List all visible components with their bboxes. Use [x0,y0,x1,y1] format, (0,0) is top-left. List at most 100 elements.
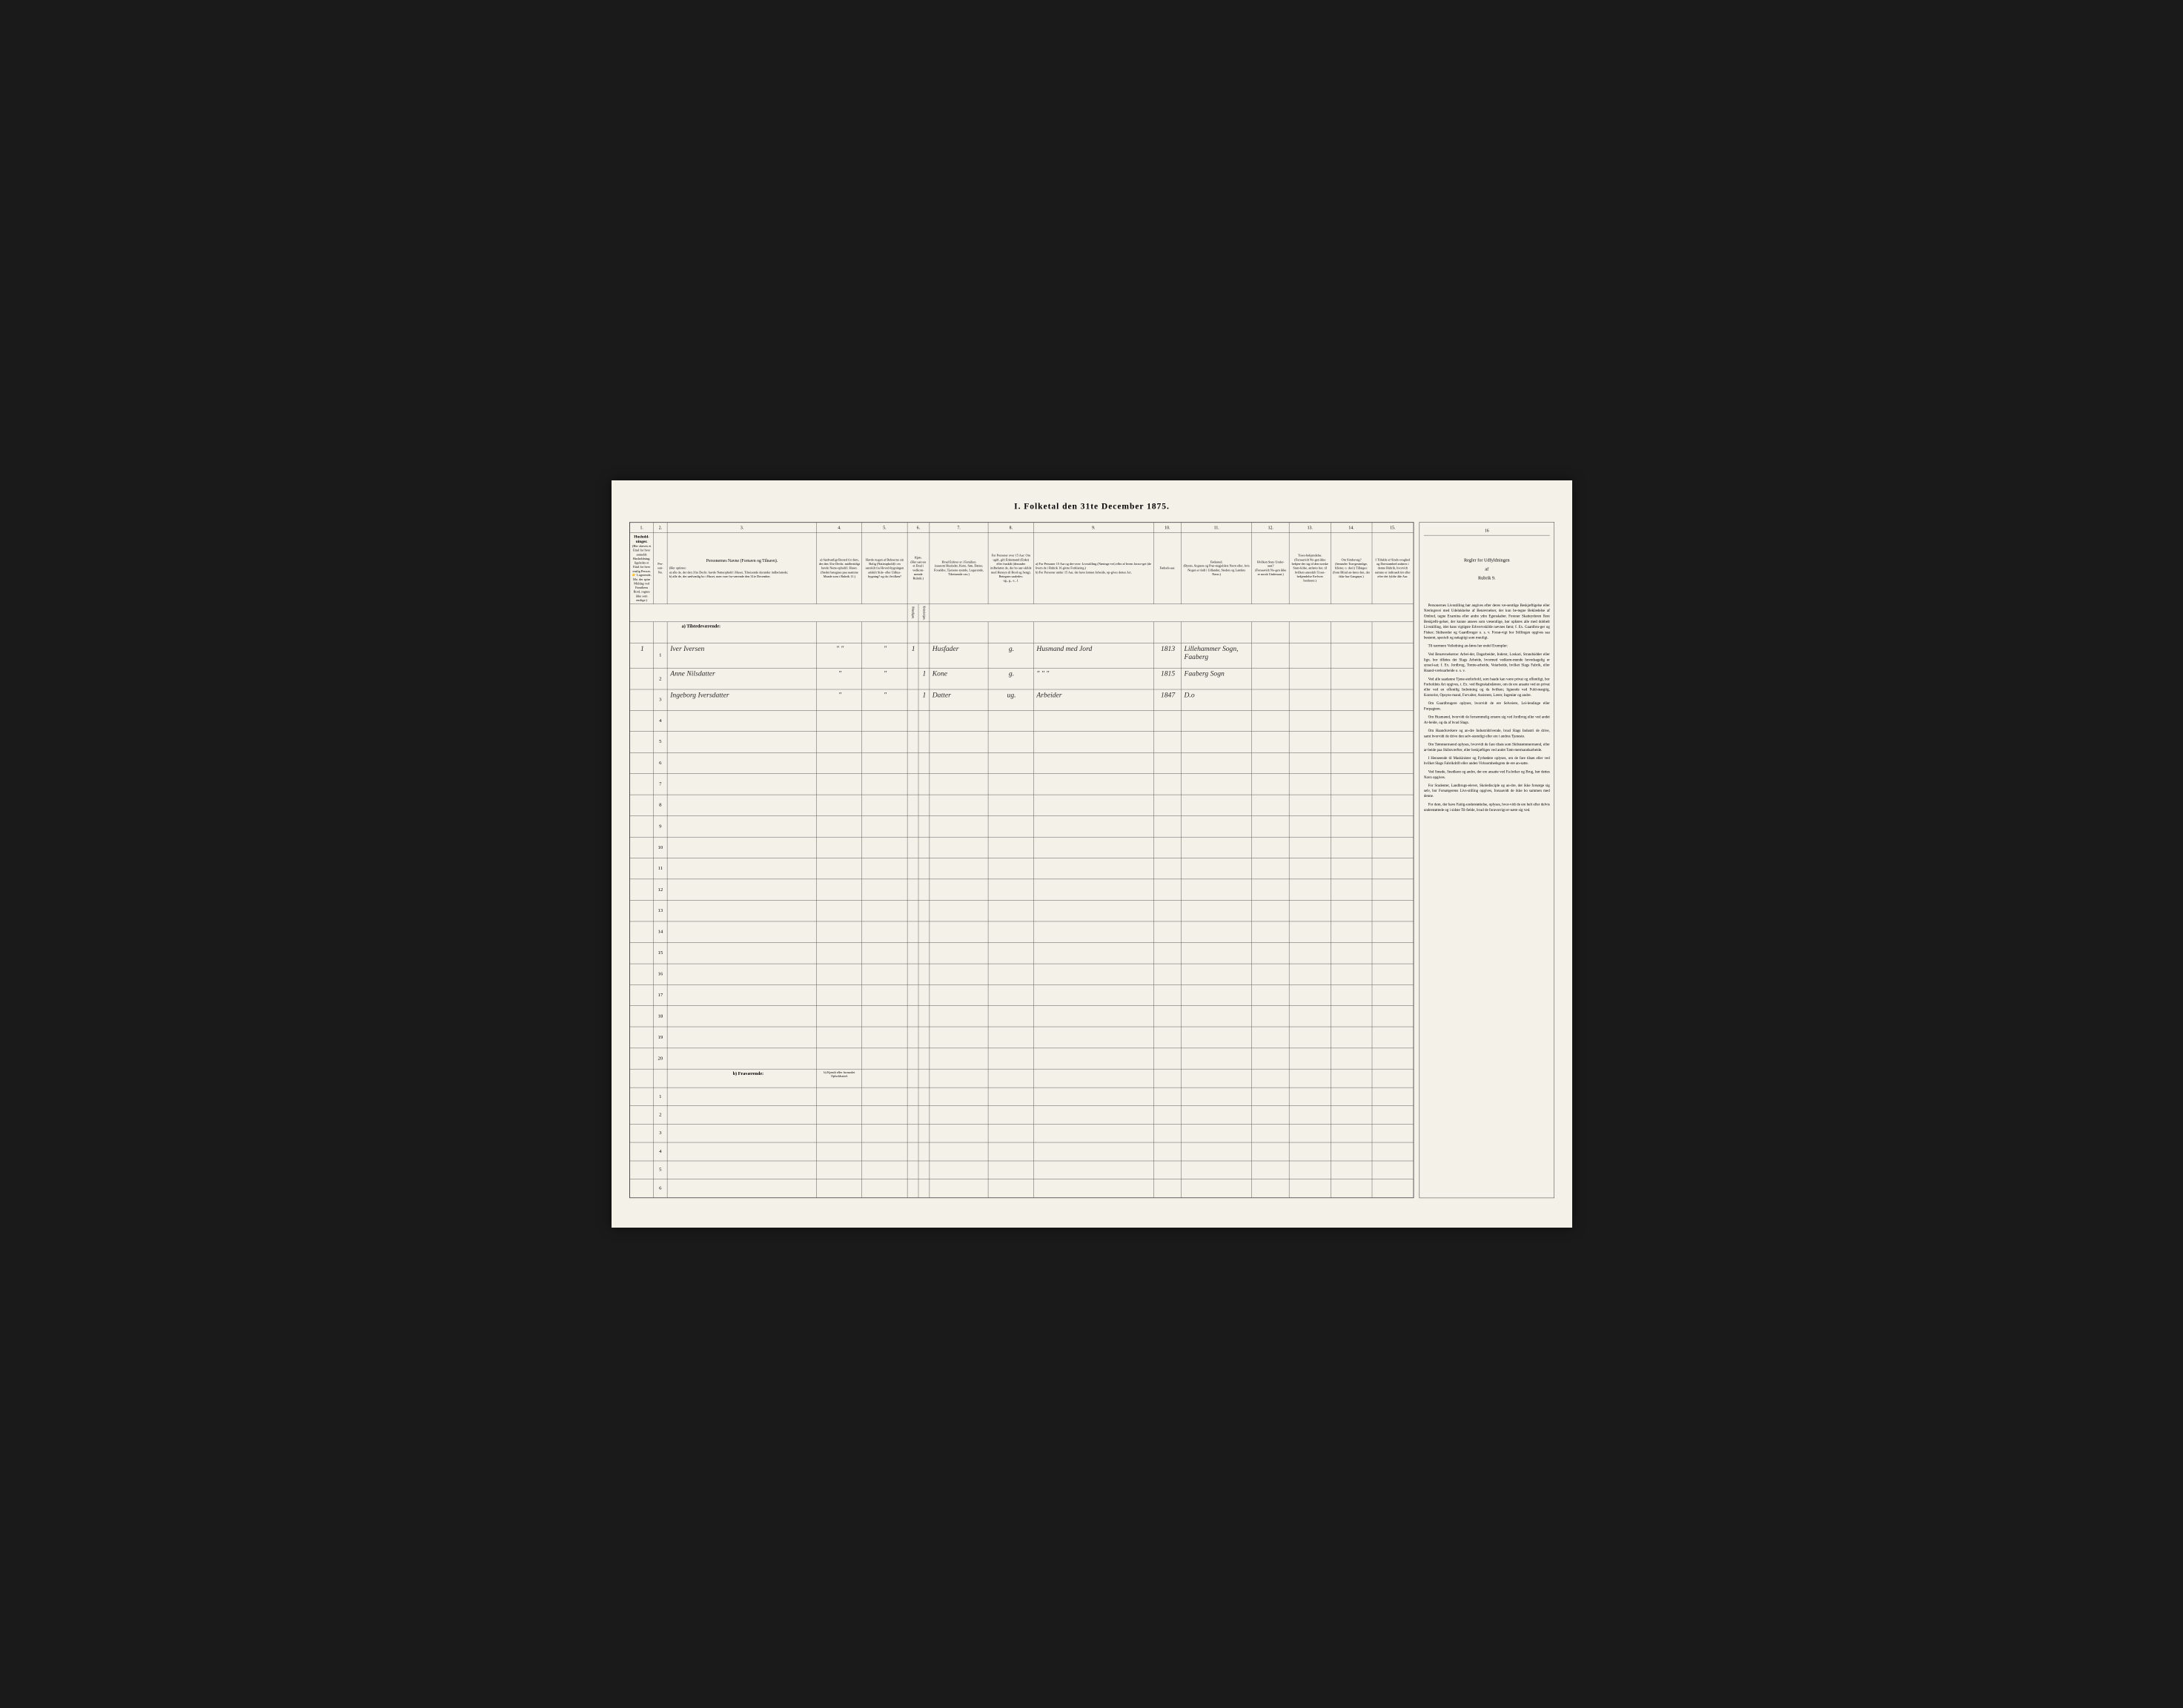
cell-person-num: 3 [653,1124,667,1142]
table-row: 19 [629,1027,1413,1047]
cell-person-num: 1 [653,1088,667,1106]
table-row: 10 [629,837,1413,858]
cell-person-num: 10 [653,837,667,858]
cell-col5: " [861,668,907,689]
section-a-label: a) Tilstedeværende: [667,622,817,643]
h11-text: Fødested. (Byens, Sognets og Præ-stegjel… [1183,560,1250,576]
cell-c12 [1251,643,1288,668]
cell-birthplace: D.o [1181,689,1252,710]
cell-col5: " [861,643,907,668]
table-row: 2 Anne Nilsdatter " " 1 Kone g. " " " 18… [629,668,1413,689]
section-b-label: b) Fraværende: [667,1069,817,1088]
cell-household: 1 [629,643,653,668]
cell-birth-year: 1815 [1153,668,1181,689]
rules-p7: Om Haandværkere og an-dre Industridriven… [1423,728,1549,739]
header-5: Havde nogen af Beboerne sin Bolig (Natte… [861,532,907,604]
rules-p1: Personernes Livsstilling bør angives eft… [1423,603,1549,640]
rules-rubrik: Rubrik 9. [1423,575,1549,581]
cell-person-num: 4 [653,1142,667,1161]
col-num-4: 4. [816,523,861,532]
h5-text: Havde nogen af Beboerne sin Bolig (Natte… [864,558,905,579]
cell-c15 [1371,689,1413,710]
col-num-11: 11. [1181,523,1252,532]
h1-sub: (Her skrives et Ettal for hver anmeldt H… [632,544,652,603]
h2-text: Per-son-No. [655,562,665,575]
cell-female: 1 [918,668,929,689]
header-2: Per-son-No. [653,532,667,604]
cell-female [918,643,929,668]
cell-person-num: 9 [653,816,667,837]
cell-name: Ingeborg Iversdatter [667,689,817,710]
h15-text: I Tilfalde af Sinds-svaghed og Døvstumhe… [1374,558,1411,579]
col-num-6: 6. [907,523,929,532]
cell-person-num: 6 [653,1179,667,1198]
cell-person-num: 18 [653,1006,667,1027]
cell-marital: g. [988,643,1033,668]
h12-text: Hvilken Stats Under-saat? (Forsaavidt No… [1253,560,1287,576]
rules-p5: Om Gaardbrugere oplyses, hvorvidt de ere… [1423,701,1549,712]
cell-person-num: 17 [653,984,667,1005]
col-num-5: 5. [861,523,907,532]
page-title: I. Folketal den 31te December 1875. [629,502,1554,512]
cell-male: 1 [907,643,918,668]
cell-occupation: Husmand med Jord [1033,643,1153,668]
table-row: 17 [629,984,1413,1005]
cell-c13 [1289,668,1331,689]
header-row: Hushold-ninger. (Her skrives et Ettal fo… [629,532,1413,604]
table-row: 8 [629,795,1413,815]
cell-person-num: 1 [653,643,667,668]
cell-person-num: 16 [653,964,667,984]
cell-person-num: 5 [653,1161,667,1179]
cell-female: 1 [918,689,929,710]
col-num-3: 3. [667,523,817,532]
cell-c14 [1331,668,1372,689]
col-number-row: 1. 2. 3. 4. 5. 6. 7. 8. 9. 10. 11. 12. 1… [629,523,1413,532]
main-content: 1. 2. 3. 4. 5. 6. 7. 8. 9. 10. 11. 12. 1… [629,522,1554,1198]
h1-title: Hushold-ninger. [632,534,652,544]
h3-sub: (Her opføres: a) alle de, der den 31te D… [669,566,814,579]
h3-title: Personernes Navne (Fornavn og Tilnavn). [669,558,814,563]
table-row: 9 [629,816,1413,837]
cell-birthplace: Lillehammer Sogn, Faaberg [1181,643,1252,668]
table-row: 5 [629,1161,1413,1179]
cell-person-num: 7 [653,774,667,795]
header-8: For Personer over 15 Aar: Om ugift, gift… [988,532,1033,604]
col-num-14: 14. [1331,523,1372,532]
header-7: Hvad Enhver er i Familien (saasom Husfad… [929,532,988,604]
header-13: Troes-bekjendelse. (Forsaavidt No-gen ik… [1289,532,1331,604]
rules-title: Regler for Udfyldningen [1423,557,1549,563]
h10-text: Fødsels-aar. [1155,566,1179,571]
cell-person-num: 20 [653,1048,667,1069]
h6a: Mandkjøn. [907,604,918,622]
h9-text: a) For Personer 15 Aar og der-over: Livs… [1035,562,1151,575]
h7-text: Hvad Enhver er i Familien (saasom Husfad… [931,560,986,576]
header-11: Fødested. (Byens, Sognets og Præ-stegjel… [1181,532,1252,604]
table-row: 1 [629,1088,1413,1106]
cell-person-num: 2 [653,1106,667,1125]
cell-person-num: 5 [653,732,667,752]
cell-male [907,689,918,710]
cell-c15 [1371,643,1413,668]
table-row: 11 [629,858,1413,879]
header-10: Fødsels-aar. [1153,532,1181,604]
table-row: 7 [629,774,1413,795]
h13-text: Troes-bekjendelse. (Forsaavidt No-gen ik… [1291,554,1328,583]
header-9: a) For Personer 15 Aar og der-over: Livs… [1033,532,1153,604]
rules-p3: Ved Benævnelserne: Arbei-der, Dagarbeide… [1423,652,1549,673]
rules-p11: For Studenter, Landbrugs-elever, Skoledi… [1423,783,1549,799]
h6b: Kvindekjøn. [918,604,929,622]
cell-c13 [1289,689,1331,710]
cell-person-num: 12 [653,879,667,900]
cell-person-num: 13 [653,900,667,921]
cell-occupation: " " " [1033,668,1153,689]
table-row: 12 [629,879,1413,900]
census-table-area: 1. 2. 3. 4. 5. 6. 7. 8. 9. 10. 11. 12. 1… [629,522,1414,1198]
census-page: I. Folketal den 31te December 1875. 1. 2… [612,480,1572,1228]
cell-person-num: 11 [653,858,667,879]
table-row: 3 Ingeborg Iversdatter " " 1 Datter ug. … [629,689,1413,710]
h14-text: Om Sindssvag? (herunder Tun-gesindige, I… [1332,558,1369,579]
col-num-13: 13. [1289,523,1331,532]
table-row: 13 [629,900,1413,921]
table-body: a) Tilstedeværende: 1 1 Iver Iversen " "… [629,622,1413,1198]
cell-name: Anne Nilsdatter [667,668,817,689]
